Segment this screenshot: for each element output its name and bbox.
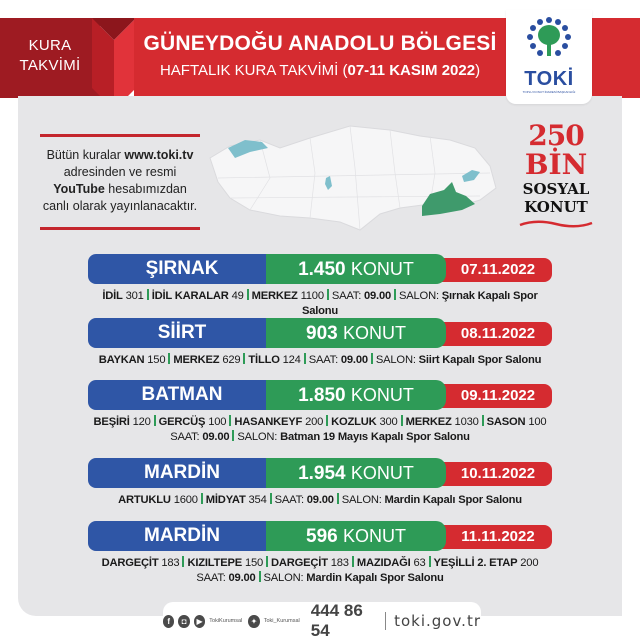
logo-text: TOKİ [524,68,574,90]
draw-date: 11.11.2022 [438,525,552,549]
van-lake [462,170,480,182]
schedule-row-2: SİİRT 903 KONUT 08.11.2022 BAYKAN 150 MER… [88,318,552,368]
separator [394,289,397,300]
promo-bin: BİN [524,148,588,181]
badge-kura-takvimi: KURA TAKVİMİ [0,18,100,98]
city-name: MARDİN [88,458,276,488]
toki-logo: TOKİ TOPLU KONUT İDARESİ BAŞKANLIĞI [506,10,592,104]
phone-number[interactable]: 444 86 54 [310,601,363,640]
wave-decoration [519,220,593,228]
toki-tv-link[interactable]: www.toki.tv [124,148,194,162]
separator [351,556,354,567]
separator [246,289,249,300]
unit-count: 596 KONUT [266,521,446,551]
separator [326,289,329,300]
schedule-row-4: MARDİN 1.954 KONUT 10.11.2022 ARTUKLU 16… [88,458,552,508]
ribbon-fold-decoration [92,18,136,110]
separator [200,493,203,504]
youtube-link[interactable]: YouTube [53,182,105,196]
toki-tree-icon [527,17,571,56]
city-name: SİİRT [88,318,276,348]
separator [232,430,235,441]
footer-divider [385,612,387,630]
badge-text: KURA TAKVİMİ [0,18,100,76]
social-handle-1[interactable]: TokiKurumsal [209,618,243,624]
separator [400,415,403,426]
youtube-icon[interactable]: ▶ [193,614,206,628]
separator [370,353,373,364]
row-details: İDİL 301 İDİL KARALAR 49 MERKEZ 1100 SAAT: … [102,289,538,317]
divider-top [40,134,200,137]
website-link[interactable]: toki.gov.tr [394,612,482,630]
marmara-sea [228,140,268,158]
facebook-icon[interactable]: f [163,614,175,628]
separator [243,353,246,364]
header-ribbon: GÜNEYDOĞU ANADOLU BÖLGESİ HAFTALIK KURA … [134,18,506,98]
unit-count: 903 KONUT [266,318,446,348]
separator [336,493,339,504]
twitter-icon[interactable]: ✦ [248,614,260,628]
unit-count: 1.850 KONUT [266,380,446,410]
separator [146,289,149,300]
promo-number: 250 [528,119,584,152]
separator [303,353,306,364]
schedule-row-1: ŞIRNAK 1.450 KONUT 07.11.2022 İDİL 301 İD… [88,254,552,319]
instagram-icon[interactable]: ◘ [178,614,190,628]
separator [266,556,269,567]
separator [229,415,232,426]
separator [182,556,185,567]
unit-count: 1.954 KONUT [266,458,446,488]
draw-date: 10.11.2022 [438,462,552,486]
info-text: Bütün kuralar www.toki.tv adresinden ve … [42,148,198,213]
separator [168,353,171,364]
separator [258,571,261,582]
social-handle-2[interactable]: Toki_Kurumsal [263,618,300,624]
southeast-region-highlight [422,182,475,216]
draw-date: 07.11.2022 [438,258,552,282]
row-details: DARGEÇİT 183 KIZILTEPE 150 DARGEÇİT 183 MAZ… [101,556,539,584]
draw-date: 08.11.2022 [438,322,552,346]
separator [428,556,431,567]
date-range: 07-11 KASIM 2022 [347,62,476,79]
schedule-row-5: MARDİN 596 KONUT 11.11.2022 DARGEÇİT 183… [88,521,552,586]
city-name: ŞIRNAK [88,254,276,284]
promo-250-bin: 250 BİN SOSYAL KONUT [510,122,602,234]
promo-sosyal: SOSYAL [522,180,590,198]
footer-contact-bar: f ◘ ▶ TokiKurumsal ✦ Toki_Kurumsal 444 8… [163,601,482,640]
badge-line-2: TAKVİMİ [19,57,81,74]
unit-count: 1.450 KONUT [266,254,446,284]
page-title: GÜNEYDOĞU ANADOLU BÖLGESİ [143,32,497,55]
logo-caption: TOPLU KONUT İDARESİ BAŞKANLIĞI [522,90,576,94]
row-details: BAYKAN 150 MERKEZ 629 TİLLO 124 SAAT: 09.00… [98,353,542,366]
draw-date: 09.11.2022 [438,384,552,408]
row-details: ARTUKLU 1600 MİDYAT 354 SAAT: 09.00 SALON: … [118,493,522,506]
badge-line-1: KURA [28,37,72,54]
promo-konut: KONUT [524,198,588,216]
separator [481,415,484,426]
separator [153,415,156,426]
city-name: BATMAN [88,380,276,410]
info-block: Bütün kuralar www.toki.tv adresinden ve … [40,134,200,230]
separator [269,493,272,504]
schedule-row-3: BATMAN 1.850 KONUT 09.11.2022 BEŞİRİ 120… [88,380,552,445]
turkey-map [209,125,497,231]
row-details: BEŞİRİ 120 GERCÜŞ 100 HASANKEYF 200 KOZLUK … [93,415,547,443]
header-ribbon-right [592,18,640,98]
divider-bottom [40,227,200,230]
city-name: MARDİN [88,521,276,551]
tuz-lake [325,176,332,190]
separator [326,415,329,426]
page-subtitle: HAFTALIK KURA TAKVİMİ (07-11 KASIM 2022) [159,62,481,79]
